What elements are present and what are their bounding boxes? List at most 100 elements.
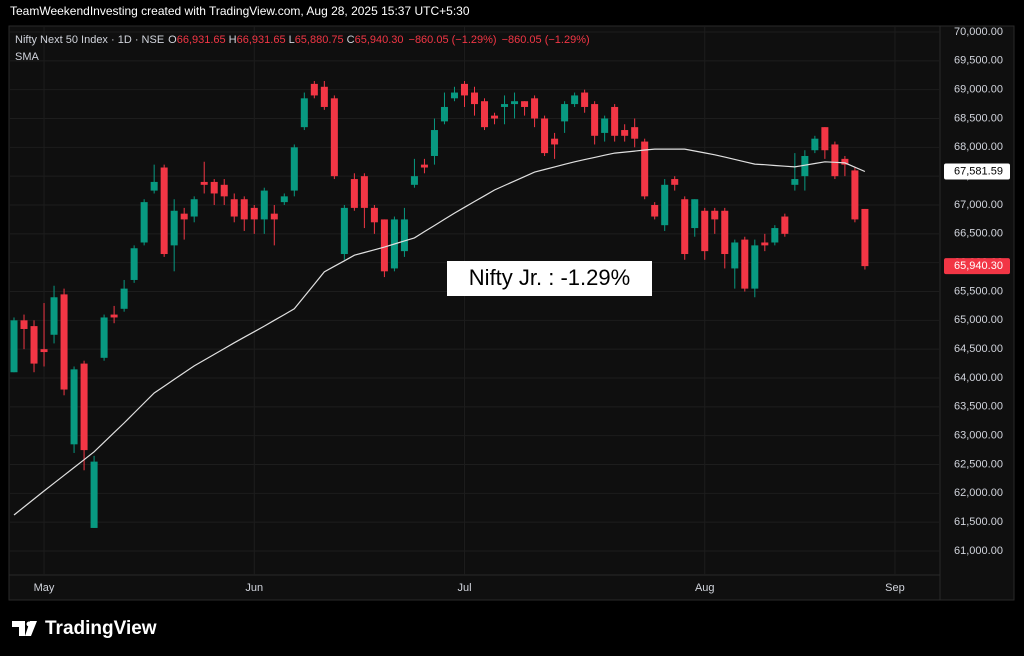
candle-body [160, 167, 168, 255]
y-tick-label: 66,500.00 [954, 228, 1003, 240]
candle-body [601, 118, 609, 133]
candle-body [641, 141, 649, 197]
candle-body [501, 104, 509, 107]
candle-body [250, 207, 258, 220]
candle-body [791, 179, 799, 185]
candle-body [180, 213, 188, 220]
candle-body [280, 196, 288, 203]
candle-body [320, 86, 328, 107]
legend-key: H [229, 34, 237, 46]
candle-body [110, 314, 118, 318]
y-tick-label: 63,000.00 [954, 430, 1003, 442]
candle-body [551, 138, 559, 145]
y-tick-label: 61,000.00 [954, 545, 1003, 557]
candle-body [741, 239, 749, 289]
candle-body [771, 228, 779, 243]
legend: Nifty Next 50 Index · 1D · NSE O66,931.65… [15, 34, 590, 46]
candle-body [861, 208, 869, 267]
annotation-box [447, 261, 652, 296]
legend-sma: SMA [15, 51, 40, 63]
candle-body [120, 288, 128, 309]
candle-body [521, 101, 529, 107]
candle-body [260, 190, 268, 220]
candle-body [731, 242, 739, 269]
candle-body [801, 155, 809, 177]
candle-body [681, 199, 689, 255]
sma-line [13, 148, 866, 516]
candle-body [410, 176, 418, 185]
candle-body [100, 317, 108, 358]
candle-body [701, 210, 709, 252]
candle-body [491, 115, 499, 119]
y-tick-label: 65,500.00 [954, 285, 1003, 297]
candle-body [330, 98, 338, 177]
candle-body [851, 170, 859, 220]
candle-body [691, 199, 699, 229]
candle-body [531, 98, 539, 119]
candle-body [671, 179, 679, 185]
y-tick-label: 70,000.00 [954, 26, 1003, 38]
x-tick-label: Jun [245, 582, 263, 594]
legend-title: Nifty Next 50 Index · 1D · NSE [15, 34, 164, 46]
candle-body [40, 349, 48, 353]
candle-body [591, 104, 599, 136]
candle-body [70, 369, 78, 445]
last-close-box [944, 258, 1010, 275]
legend-value: 66,931.65 [237, 34, 286, 46]
legend-key: C [347, 34, 355, 46]
candle-body [581, 92, 589, 107]
candle-body [300, 98, 308, 128]
grid [9, 26, 940, 575]
y-tick-label: 67,000.00 [954, 199, 1003, 211]
candle-body [511, 101, 519, 105]
candle-body [470, 92, 479, 105]
candle-body [811, 138, 819, 151]
candle-body [450, 92, 458, 99]
candle-body [420, 164, 428, 168]
legend-change: −860.05 (−1.29%) [409, 34, 497, 46]
candle-body [90, 461, 98, 528]
candle-body [751, 245, 759, 289]
candle-body [340, 207, 348, 255]
legend-value: 65,940.30 [355, 34, 404, 46]
legend-change: −860.05 (−1.29%) [502, 34, 590, 46]
candle-body [220, 184, 228, 197]
y-tick-label: 68,500.00 [954, 112, 1003, 124]
brand: TradingView [45, 618, 157, 639]
x-tick-label: Jul [457, 582, 471, 594]
candle-body [80, 363, 88, 451]
candle-body [821, 127, 829, 151]
candle-body [210, 181, 218, 194]
candle-body [481, 101, 489, 128]
candle-body [711, 210, 719, 220]
candle-body [400, 219, 408, 252]
chart-panel [8, 25, 1015, 601]
candle-body [20, 320, 28, 329]
candle-body [140, 202, 148, 243]
x-tick-label: Sep [885, 582, 905, 594]
candle-body [430, 130, 438, 156]
candle-body [571, 95, 579, 105]
legend-value: 65,880.75 [295, 34, 344, 46]
candle-body [621, 130, 629, 136]
candle-body [290, 147, 298, 191]
brand-logo [12, 621, 37, 636]
candle-body [460, 83, 468, 96]
candle-body [150, 181, 158, 191]
y-tick-label: 69,500.00 [954, 55, 1003, 67]
y-tick-label: 64,500.00 [954, 343, 1003, 355]
y-tick-label: 62,000.00 [954, 487, 1003, 499]
plot [10, 81, 869, 528]
annotation: Nifty Jr. : -1.29% [469, 265, 630, 290]
candle-body [200, 181, 208, 185]
candle-body [50, 297, 58, 335]
y-tick-label: 65,000.00 [954, 314, 1003, 326]
y-tick-label: 69,000.00 [954, 84, 1003, 96]
candle-body [370, 207, 378, 223]
y-tick-label: 68,000.00 [954, 141, 1003, 153]
legend-value: 66,931.65 [177, 34, 226, 46]
last-close-label: 65,940.30 [954, 260, 1003, 272]
candle-body [170, 210, 178, 246]
